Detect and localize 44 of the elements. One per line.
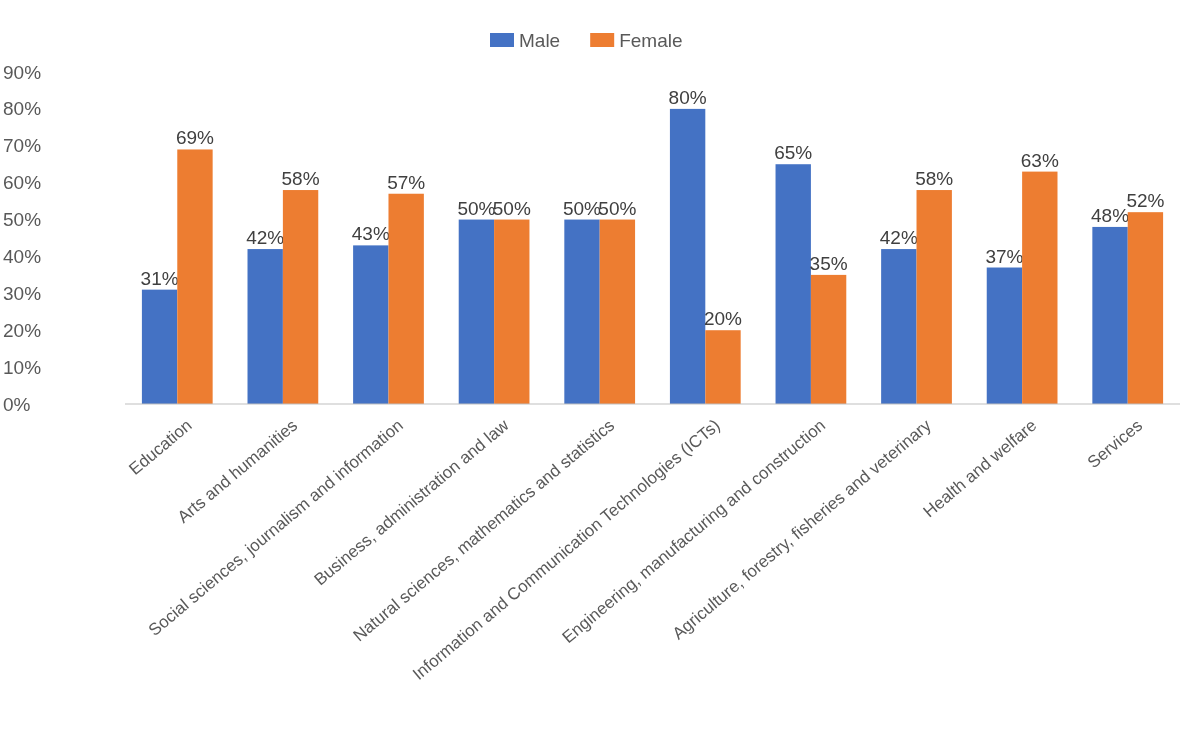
y-tick-label: 20% xyxy=(3,319,42,341)
data-label: 57% xyxy=(387,171,426,193)
legend-label: Male xyxy=(519,30,561,51)
bar xyxy=(705,330,741,404)
bar xyxy=(458,219,495,404)
y-tick-label: 0% xyxy=(3,393,31,415)
bar xyxy=(1127,212,1164,404)
data-label: 80% xyxy=(668,86,707,108)
bar xyxy=(388,193,424,404)
bar xyxy=(1022,171,1058,404)
bar xyxy=(353,245,389,404)
bar xyxy=(1092,226,1128,404)
bar xyxy=(494,219,530,404)
data-label: 65% xyxy=(774,142,813,164)
bar xyxy=(247,249,283,404)
bar xyxy=(986,267,1023,404)
bar xyxy=(775,164,811,404)
y-tick-label: 60% xyxy=(3,172,42,194)
y-tick-label: 40% xyxy=(3,246,42,268)
y-tick-label: 80% xyxy=(3,98,42,120)
bar xyxy=(141,289,178,404)
bar xyxy=(810,274,847,404)
y-tick-label: 90% xyxy=(3,61,42,83)
bar xyxy=(881,249,917,404)
data-label: 69% xyxy=(175,127,215,149)
y-tick-label: 70% xyxy=(3,135,42,157)
bar xyxy=(177,149,213,404)
y-tick-label: 50% xyxy=(3,209,42,231)
data-label: 58% xyxy=(281,168,320,190)
bar xyxy=(916,190,952,404)
data-label: 42% xyxy=(246,227,285,249)
bar xyxy=(564,219,600,404)
data-label: 20% xyxy=(703,308,743,330)
bar xyxy=(669,108,706,404)
y-tick-label: 30% xyxy=(3,282,42,304)
bar xyxy=(599,219,636,404)
y-tick-label: 10% xyxy=(3,356,42,378)
data-label: 42% xyxy=(879,227,918,249)
data-label: 58% xyxy=(915,168,954,190)
legend-label: Female xyxy=(619,30,683,51)
bar xyxy=(282,190,319,404)
data-label: 63% xyxy=(1020,149,1059,171)
data-label: 52% xyxy=(1126,190,1165,212)
data-label: 43% xyxy=(351,223,390,245)
